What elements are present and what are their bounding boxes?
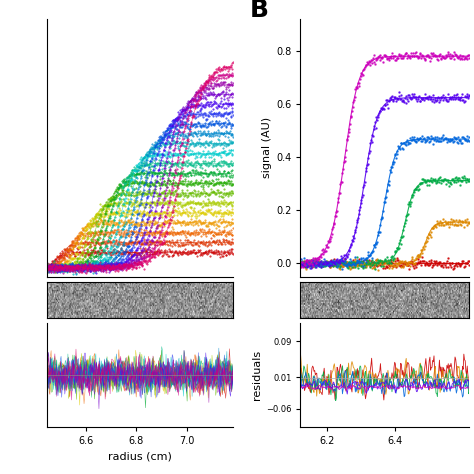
Text: B: B [250, 0, 269, 22]
X-axis label: radius (cm): radius (cm) [108, 451, 172, 461]
Y-axis label: signal (AU): signal (AU) [262, 117, 272, 178]
Y-axis label: residuals: residuals [252, 350, 262, 400]
